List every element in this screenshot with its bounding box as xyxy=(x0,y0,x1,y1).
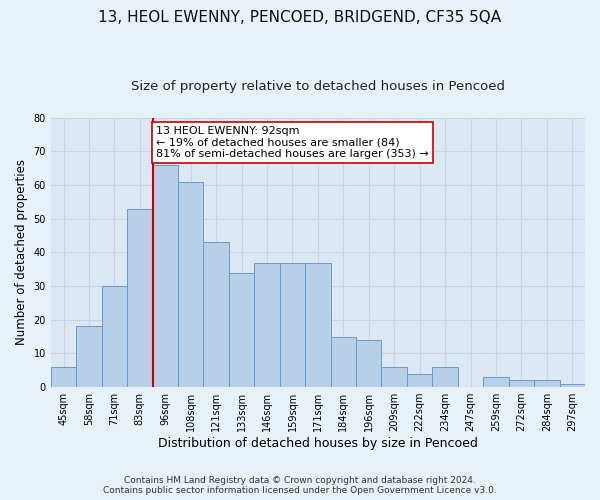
Bar xyxy=(509,380,534,387)
Title: Size of property relative to detached houses in Pencoed: Size of property relative to detached ho… xyxy=(131,80,505,93)
Bar xyxy=(203,242,229,387)
Bar xyxy=(152,165,178,387)
X-axis label: Distribution of detached houses by size in Pencoed: Distribution of detached houses by size … xyxy=(158,437,478,450)
Bar xyxy=(101,286,127,387)
Bar xyxy=(76,326,101,387)
Bar xyxy=(534,380,560,387)
Bar xyxy=(178,182,203,387)
Y-axis label: Number of detached properties: Number of detached properties xyxy=(15,160,28,346)
Bar xyxy=(51,367,76,387)
Text: 13, HEOL EWENNY, PENCOED, BRIDGEND, CF35 5QA: 13, HEOL EWENNY, PENCOED, BRIDGEND, CF35… xyxy=(98,10,502,25)
Bar xyxy=(433,367,458,387)
Bar xyxy=(254,262,280,387)
Bar xyxy=(280,262,305,387)
Bar xyxy=(407,374,433,387)
Bar xyxy=(127,208,152,387)
Text: Contains HM Land Registry data © Crown copyright and database right 2024.
Contai: Contains HM Land Registry data © Crown c… xyxy=(103,476,497,495)
Text: 13 HEOL EWENNY: 92sqm
← 19% of detached houses are smaller (84)
81% of semi-deta: 13 HEOL EWENNY: 92sqm ← 19% of detached … xyxy=(157,126,429,160)
Bar xyxy=(229,272,254,387)
Bar xyxy=(483,377,509,387)
Bar xyxy=(560,384,585,387)
Bar xyxy=(331,336,356,387)
Bar xyxy=(305,262,331,387)
Bar xyxy=(356,340,382,387)
Bar xyxy=(382,367,407,387)
